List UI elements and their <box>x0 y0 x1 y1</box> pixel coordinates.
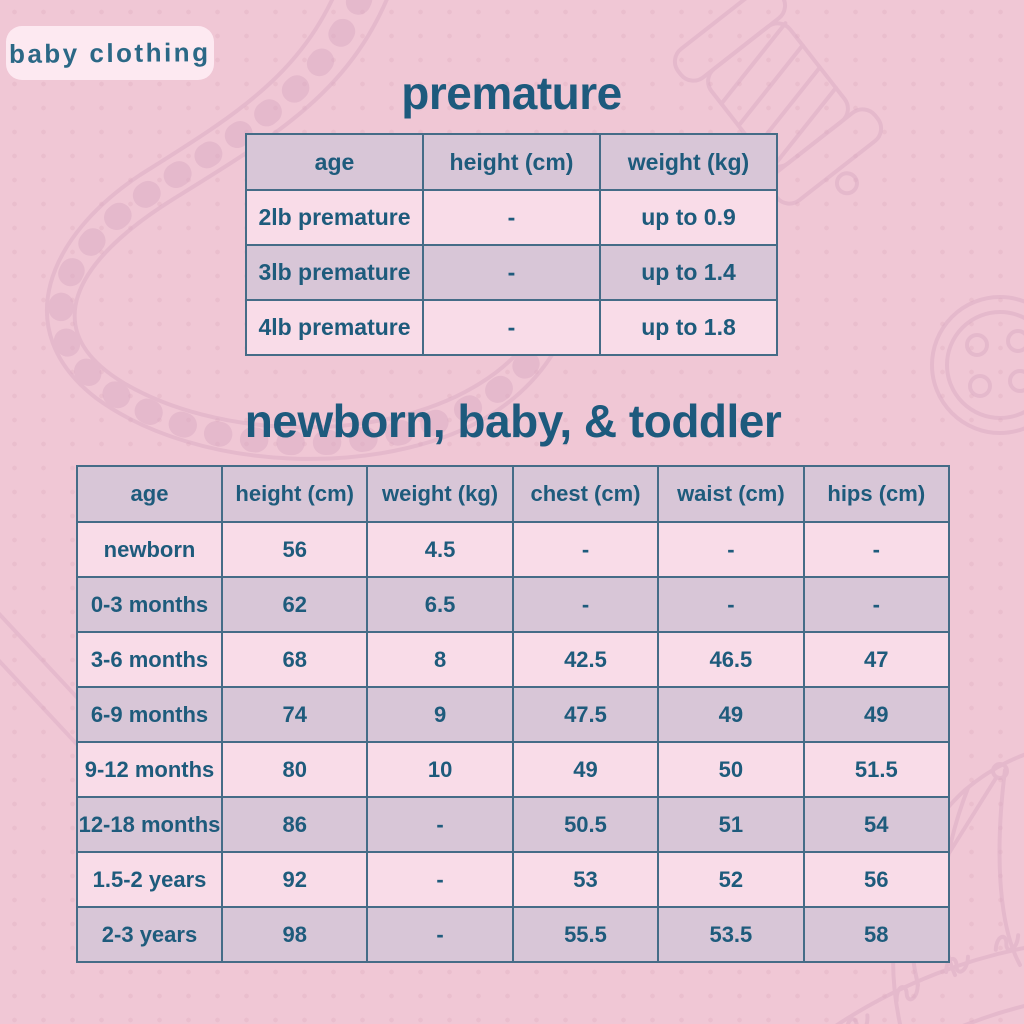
value-cell: - <box>366 851 514 908</box>
column-header: chest (cm) <box>511 465 660 523</box>
value-cell: 46.5 <box>657 631 805 688</box>
thread-spool-icon <box>672 0 884 322</box>
table-row: 3lb premature - up to 1.4 <box>245 244 778 301</box>
value-cell: 47.5 <box>511 686 660 743</box>
value-cell: 10 <box>366 741 514 798</box>
value-cell: 55.5 <box>511 906 660 963</box>
category-badge: baby clothing <box>6 26 214 80</box>
measuring-tape-icon <box>44 0 579 461</box>
value-cell: 49 <box>802 686 951 743</box>
value-cell: 51.5 <box>802 741 951 798</box>
value-cell: 42.5 <box>511 631 660 688</box>
table-row: 0-3 months 62 6.5- - - <box>76 576 951 633</box>
age-cell: 3-6 months <box>76 631 223 688</box>
value-cell: 6.5 <box>366 576 514 633</box>
value-cell: 50.5 <box>511 796 660 853</box>
value-cell: - <box>802 576 951 633</box>
age-cell: 0-3 months <box>76 576 223 633</box>
column-header: weight (kg) <box>366 465 514 523</box>
age-cell: newborn <box>76 521 223 578</box>
value-cell: 8 <box>366 631 514 688</box>
value-cell: - <box>422 299 601 356</box>
age-cell: 4lb premature <box>245 299 424 356</box>
value-cell: - <box>657 576 805 633</box>
toddler-table-title: newborn, baby, & toddler <box>244 395 782 447</box>
value-cell: 54 <box>802 796 951 853</box>
value-cell: - <box>422 189 601 246</box>
table-row: 1.5-2 years 92-53 52 56 <box>76 851 951 908</box>
premature-size-table: age height (cm) weight (kg) 2lb premature - u… <box>245 133 778 356</box>
age-cell: 2-3 years <box>76 906 223 963</box>
value-cell: 68 <box>220 631 369 688</box>
table-row: 2lb premature - up to 0.9 <box>245 189 778 246</box>
value-cell: 53.5 <box>657 906 805 963</box>
table-row: 12-18 months 86-50.5 51 54 <box>76 796 951 853</box>
value-cell: up to 0.9 <box>599 189 778 246</box>
age-cell: 2lb premature <box>245 189 424 246</box>
category-badge-label: baby clothing <box>9 36 211 69</box>
value-cell: 62 <box>220 576 369 633</box>
value-cell: - <box>657 521 805 578</box>
value-cell: 80 <box>220 741 369 798</box>
value-cell: 56 <box>802 851 951 908</box>
premature-table-title: premature <box>401 67 622 119</box>
value-cell: - <box>422 244 601 301</box>
age-cell: 9-12 months <box>76 741 223 798</box>
header-row: age height (cm) weight (kg) chest (cm) waist… <box>76 465 951 523</box>
table-row: 2-3 years 98-55.5 53.5 58 <box>76 906 951 963</box>
toddler-size-table: age height (cm) weight (kg) chest (cm) waist… <box>76 465 951 963</box>
table-row: newborn 56 4.5- - - <box>76 521 951 578</box>
value-cell: 74 <box>220 686 369 743</box>
value-cell: - <box>511 521 660 578</box>
value-cell: 92 <box>220 851 369 908</box>
value-cell: 49 <box>511 741 660 798</box>
value-cell: - <box>366 796 514 853</box>
age-cell: 1.5-2 years <box>76 851 223 908</box>
value-cell: 86 <box>220 796 369 853</box>
value-cell: 52 <box>657 851 805 908</box>
value-cell: up to 1.4 <box>599 244 778 301</box>
column-header: weight (kg) <box>599 133 778 191</box>
table-row: 3-6 months 68 8 42.5 46.5 47 <box>76 631 951 688</box>
value-cell: - <box>802 521 951 578</box>
value-cell: 98 <box>220 906 369 963</box>
age-cell: 6-9 months <box>76 686 223 743</box>
value-cell: 56 <box>220 521 369 578</box>
value-cell: - <box>366 906 514 963</box>
value-cell: 58 <box>802 906 951 963</box>
age-cell: 3lb premature <box>245 244 424 301</box>
column-header: height (cm) <box>220 465 369 523</box>
age-cell: 12-18 months <box>76 796 223 853</box>
table-row: 6-9 months 74 9 47.5 49 49 <box>76 686 951 743</box>
value-cell: 53 <box>511 851 660 908</box>
button-icon <box>930 295 1024 435</box>
value-cell: up to 1.8 <box>599 299 778 356</box>
value-cell: - <box>511 576 660 633</box>
column-header: age <box>245 133 424 191</box>
value-cell: 51 <box>657 796 805 853</box>
header-row: age height (cm) weight (kg) <box>245 133 778 191</box>
value-cell: 50 <box>657 741 805 798</box>
column-header: height (cm) <box>422 133 601 191</box>
column-header: age <box>76 465 223 523</box>
value-cell: 4.5 <box>366 521 514 578</box>
value-cell: 49 <box>657 686 805 743</box>
table-row: 4lb premature - up to 1.8 <box>245 299 778 356</box>
value-cell: 9 <box>366 686 514 743</box>
table-row: 9-12 months 80 10 49 50 51.5 <box>76 741 951 798</box>
column-header: waist (cm) <box>657 465 805 523</box>
column-header: hips (cm) <box>802 465 951 523</box>
value-cell: 47 <box>802 631 951 688</box>
